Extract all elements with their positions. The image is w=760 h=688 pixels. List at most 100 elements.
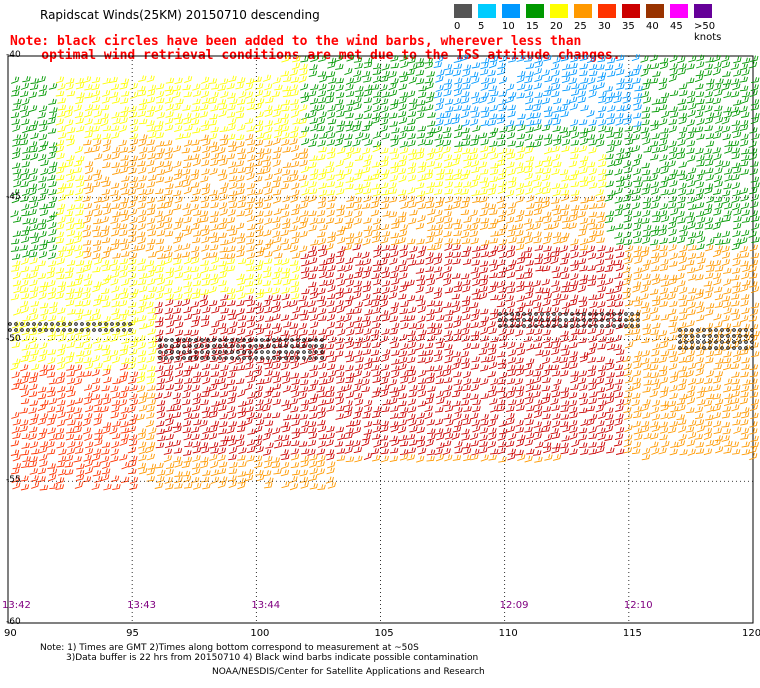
wind-barb [226,225,236,231]
wind-barb [57,392,66,400]
wind-barb [119,229,128,237]
wind-barb [272,362,281,370]
wind-barb [127,319,136,328]
wind-barb [191,223,200,230]
wind-barb [435,75,444,83]
wind-barb [633,121,642,127]
wind-barb [373,406,382,413]
wind-barb [38,230,47,238]
wind-barb [165,418,174,427]
wind-barb [327,195,337,202]
wind-barb [470,139,479,147]
wind-barb [94,257,103,265]
wind-barb [389,257,398,265]
contamination-circle [14,322,18,326]
wind-barb [462,181,472,188]
wind-barb [83,397,93,405]
wind-barb [562,222,571,230]
wind-barb [154,210,163,218]
wind-barb [622,96,632,104]
wind-barb [237,258,247,265]
wind-barb [568,222,577,230]
wind-barb [281,272,290,279]
wind-barb [381,252,391,259]
wind-barb [200,104,209,111]
wind-barb [479,267,488,274]
wind-barb [496,133,506,140]
wind-barb [686,97,696,104]
wind-barb [739,85,749,92]
wind-barb [272,305,281,314]
wind-barb [426,377,435,384]
wind-barb [118,375,128,384]
wind-barb [399,224,408,232]
wind-barb [346,372,355,379]
wind-barb [714,105,723,112]
wind-barb [433,349,443,357]
wind-barb [245,351,254,358]
wind-barb [417,214,426,223]
wind-barb [695,419,705,426]
contamination-circle [296,356,300,360]
wind-barb [451,113,460,120]
wind-barb [130,125,139,133]
wind-barb [12,134,22,141]
wind-barb [650,406,660,414]
wind-barb [20,364,29,372]
wind-barb [534,456,543,463]
wind-barb [29,271,38,279]
wind-barb [445,174,454,181]
wind-barb [625,245,634,253]
wind-barb [613,334,622,342]
wind-barb [362,293,371,302]
wind-barb [289,475,298,484]
wind-barb [334,99,344,106]
wind-barb [255,315,265,323]
wind-barb [597,56,606,63]
wind-barb [552,286,561,293]
wind-barb [363,195,372,203]
wind-barb [103,274,112,281]
wind-barb [316,349,326,356]
wind-barb [73,434,83,441]
wind-barb [704,203,713,211]
wind-barb [128,377,137,384]
wind-barb [29,372,39,379]
wind-barb [91,90,101,97]
wind-barb [156,229,166,237]
wind-barb [390,405,399,412]
wind-barb [731,162,741,169]
wind-barb [335,126,344,133]
wind-barb [128,468,137,475]
wind-barb [280,449,289,456]
wind-barb [452,426,462,433]
wind-barb [38,105,48,113]
wind-barb [372,131,381,139]
wind-barb [750,201,759,209]
wind-barb [507,364,516,372]
wind-barb [49,146,58,154]
wind-barb [273,468,282,475]
wind-barb [289,323,299,329]
wind-barb [281,139,290,146]
wind-barb [696,160,705,167]
wind-barb [326,209,335,218]
contamination-circle [738,346,742,350]
wind-barb [355,132,364,140]
contamination-circle [618,318,622,322]
wind-barb [64,461,74,468]
wind-barb [551,183,561,190]
wind-barb [604,378,614,385]
wind-barb [463,216,472,223]
wind-barb [74,195,83,202]
wind-barb [20,389,30,398]
wind-barb [631,145,641,153]
wind-barb [345,257,354,265]
wind-barb [246,245,255,252]
wind-barb [300,314,309,321]
wind-barb [453,285,463,293]
wind-barb [148,348,157,356]
wind-barb [227,300,236,307]
wind-barb [199,294,208,302]
wind-barb [300,165,310,174]
